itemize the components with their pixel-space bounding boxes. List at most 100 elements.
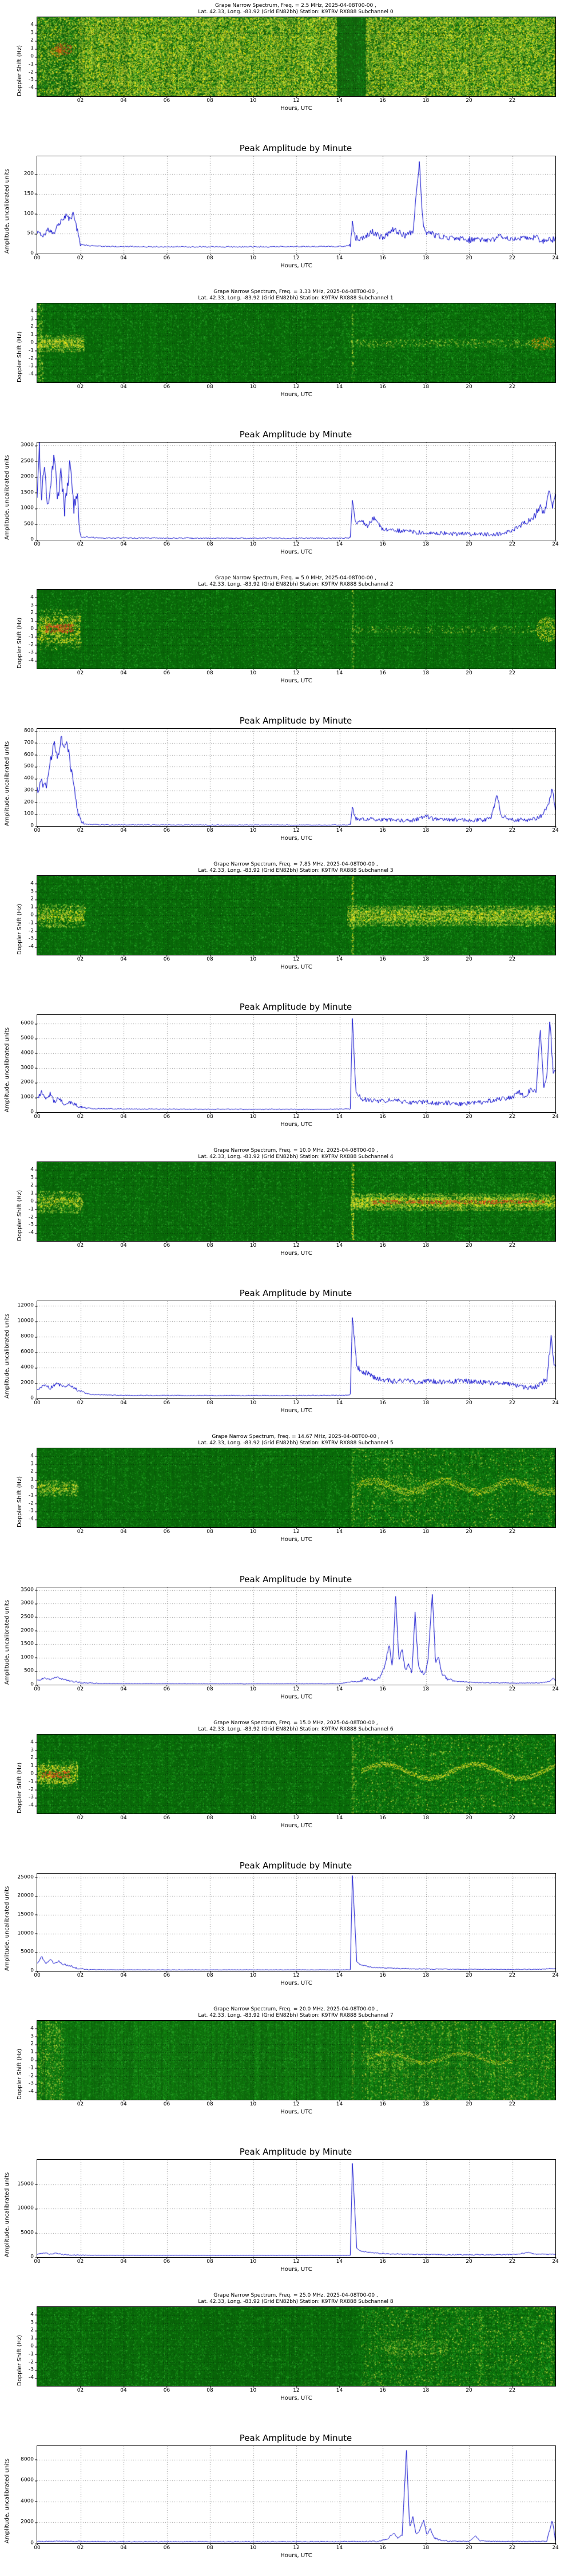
x-tick-label: 22 xyxy=(509,1401,515,1406)
x-tick-label: 10 xyxy=(250,256,256,261)
y-tick-label: 1 xyxy=(30,1764,34,1769)
y-tick-label: 0 xyxy=(30,627,34,632)
spectrogram-titles: Grape Narrow Spectrum, Freq. = 5.0 MHz, … xyxy=(37,575,555,588)
spectrogram-panel-6: Grape Narrow Spectrum, Freq. = 15.0 MHz,… xyxy=(0,1717,572,1852)
x-tick-label: 04 xyxy=(120,828,126,833)
y-tick-label: -2 xyxy=(29,70,34,75)
amplitude-line-chart xyxy=(37,442,555,540)
y-tick-label: -3 xyxy=(29,78,34,83)
x-tick-label: 12 xyxy=(293,98,299,104)
x-tick-label: 00 xyxy=(34,2259,40,2265)
y-axis-label: Doppler Shift (Hz) xyxy=(17,1448,23,1527)
y-tick-label: 5000 xyxy=(21,1950,34,1955)
x-tick-label: 02 xyxy=(77,98,84,104)
y-tick-label: 2 xyxy=(30,2328,34,2333)
x-tick-label: 14 xyxy=(336,671,343,676)
x-tick-label: 10 xyxy=(250,1115,256,1120)
amplitude-panel-1: Peak Amplitude by Minute Amplitude, uncal… xyxy=(0,421,572,572)
y-axis-label: Doppler Shift (Hz) xyxy=(17,876,23,955)
x-axis-label: Hours, UTC xyxy=(37,2266,555,2273)
x-tick-label: 00 xyxy=(34,542,40,547)
y-tick-label: 6000 xyxy=(21,1350,34,1355)
x-axis-label: Hours, UTC xyxy=(37,1980,555,1986)
x-tick-label: 12 xyxy=(293,671,299,676)
y-tick-label: 4 xyxy=(30,1167,34,1172)
amplitude-panel-5: Peak Amplitude by Minute Amplitude, uncal… xyxy=(0,1566,572,1717)
y-axis-label: Amplitude, uncalibrated units xyxy=(4,1587,10,1685)
spectrogram-image xyxy=(37,876,555,955)
x-tick-label: 16 xyxy=(379,1243,386,1249)
y-tick-label: 8000 xyxy=(21,2457,34,2462)
x-tick-label: 08 xyxy=(206,256,213,261)
y-tick-label: 0 xyxy=(30,1969,34,1974)
y-tick-label: 100 xyxy=(24,211,34,216)
amplitude-plot: Amplitude, uncalibrated units Hours, UTC 0… xyxy=(37,2445,556,2544)
y-tick-label: 1500 xyxy=(21,1642,34,1647)
y-tick-label: -1 xyxy=(29,2352,34,2357)
x-tick-label: 14 xyxy=(336,2388,343,2393)
amplitude-panel-6: Peak Amplitude by Minute Amplitude, uncal… xyxy=(0,1852,572,2004)
y-axis-label: Amplitude, uncalibrated units xyxy=(4,2160,10,2257)
spectrogram-image xyxy=(37,17,555,96)
y-axis-label: Doppler Shift (Hz) xyxy=(17,590,23,669)
amplitude-title: Peak Amplitude by Minute xyxy=(37,1860,555,1871)
x-tick-label: 24 xyxy=(552,1687,558,1692)
y-tick-label: 0 xyxy=(30,251,34,256)
x-tick-label: 02 xyxy=(77,542,84,547)
x-tick-label: 06 xyxy=(164,957,170,962)
x-tick-label: 02 xyxy=(77,1115,84,1120)
x-tick-label: 02 xyxy=(77,1401,84,1406)
x-tick-label: 18 xyxy=(423,1401,429,1406)
y-axis-label: Doppler Shift (Hz) xyxy=(17,2021,23,2100)
x-tick-label: 18 xyxy=(423,1243,429,1249)
x-tick-label: 12 xyxy=(293,1530,299,1535)
spectrogram-image xyxy=(37,2021,555,2100)
x-tick-label: 02 xyxy=(77,2388,84,2393)
x-tick-label: 18 xyxy=(423,828,429,833)
x-tick-label: 20 xyxy=(466,1687,472,1692)
y-tick-label: 200 xyxy=(24,172,34,177)
amplitude-title: Peak Amplitude by Minute xyxy=(37,716,555,726)
x-tick-label: 20 xyxy=(466,2102,472,2107)
y-tick-label: 4 xyxy=(30,595,34,600)
x-axis-label: Hours, UTC xyxy=(37,1408,555,1414)
y-tick-label: 4 xyxy=(30,1453,34,1459)
y-tick-label: -1 xyxy=(29,2065,34,2071)
y-tick-label: 10000 xyxy=(17,1319,34,1324)
spectrogram-plot: Doppler Shift (Hz) Hours, UTC 4 3 2 1 0 -1 -2 -3-… xyxy=(37,589,556,669)
amplitude-line-chart xyxy=(37,1015,555,1112)
x-tick-label: 16 xyxy=(379,1687,386,1692)
x-tick-label: 04 xyxy=(120,671,126,676)
y-tick-label: 500 xyxy=(24,521,34,527)
x-tick-label: 18 xyxy=(423,2546,429,2551)
y-tick-label: 1 xyxy=(30,2336,34,2341)
y-tick-label: -2 xyxy=(29,642,34,647)
y-tick-label: 1 xyxy=(30,333,34,338)
y-tick-label: 0 xyxy=(30,2058,34,2063)
x-tick-label: 18 xyxy=(423,1816,429,1821)
y-tick-label: -2 xyxy=(29,2073,34,2079)
y-tick-label: 1500 xyxy=(21,490,34,495)
y-tick-label: 1000 xyxy=(21,1095,34,1100)
amplitude-line-chart xyxy=(37,729,555,826)
y-tick-label: 0 xyxy=(30,54,34,60)
y-tick-label: 0 xyxy=(30,2344,34,2349)
x-tick-label: 02 xyxy=(77,828,84,833)
x-tick-label: 16 xyxy=(379,957,386,962)
x-tick-label: 08 xyxy=(206,2388,213,2393)
x-tick-label: 22 xyxy=(509,1816,515,1821)
x-axis-label: Hours, UTC xyxy=(37,1823,555,1829)
x-tick-label: 10 xyxy=(250,1243,256,1249)
amplitude-plot: Amplitude, uncalibrated units Hours, UTC 0… xyxy=(37,728,556,827)
x-tick-label: 04 xyxy=(120,1243,126,1249)
x-tick-label: 16 xyxy=(379,1530,386,1535)
y-tick-label: 0 xyxy=(30,824,34,829)
x-tick-label: 22 xyxy=(509,1115,515,1120)
x-tick-label: 16 xyxy=(379,385,386,390)
y-tick-label: -4 xyxy=(29,372,34,377)
x-tick-label: 14 xyxy=(336,2546,343,2551)
y-tick-label: 1 xyxy=(30,619,34,624)
y-tick-label: -3 xyxy=(29,650,34,655)
y-tick-label: 4000 xyxy=(21,1050,34,1056)
x-tick-label: 00 xyxy=(34,828,40,833)
